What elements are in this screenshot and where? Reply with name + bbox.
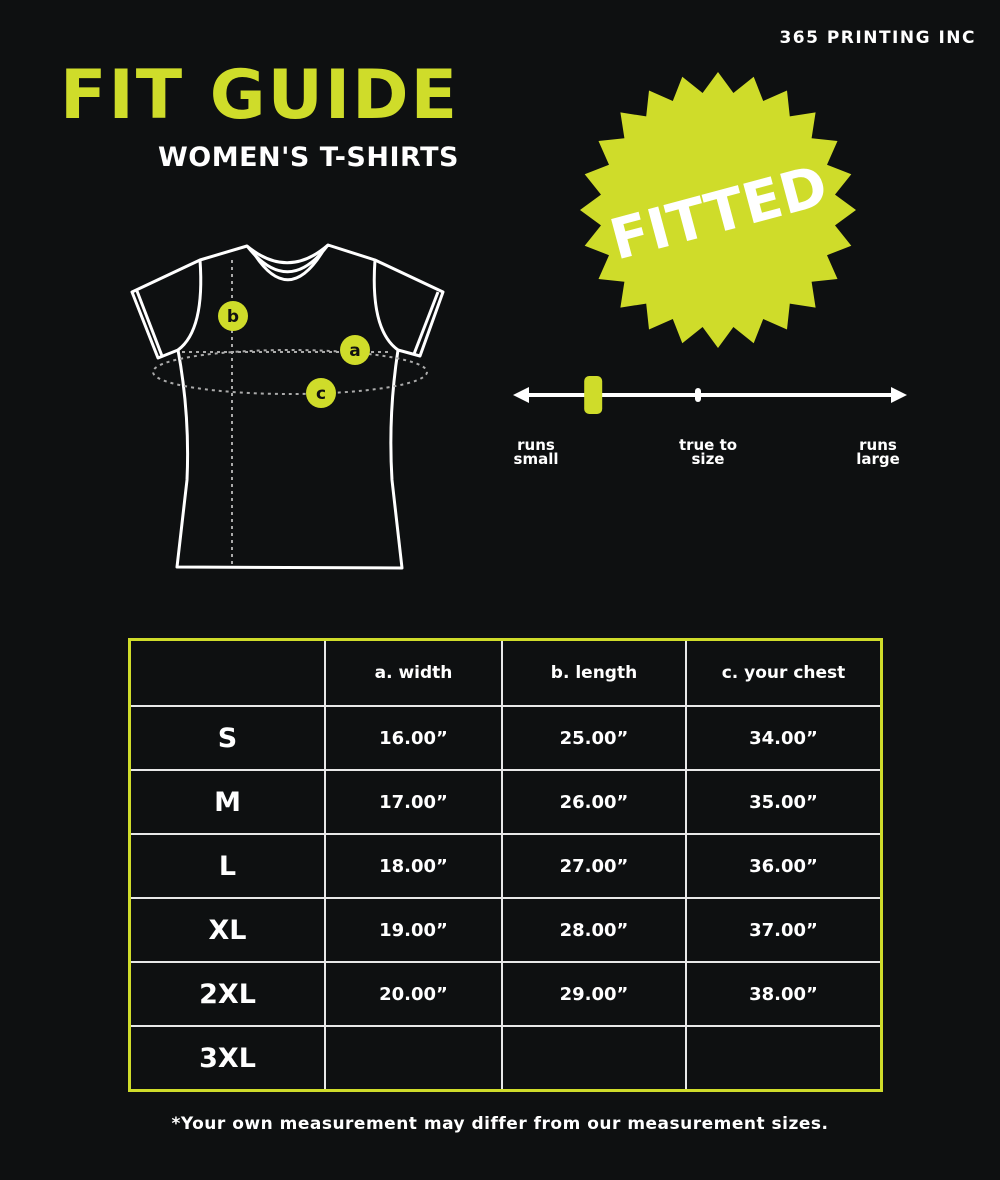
cell-width: 17.00” xyxy=(324,769,503,835)
cell-width: 18.00” xyxy=(324,833,503,899)
cell-length xyxy=(501,1025,687,1092)
cell-size: M xyxy=(128,769,326,835)
table-row: 3XL xyxy=(128,1025,883,1092)
cell-chest: 37.00” xyxy=(685,897,883,963)
cell-size: 3XL xyxy=(128,1025,326,1092)
label-runs-large: runs large xyxy=(856,436,900,468)
fit-scale xyxy=(513,376,907,414)
cell-length: 27.00” xyxy=(501,833,687,899)
cell-size: S xyxy=(128,705,326,771)
table-row: S 16.00” 25.00” 34.00” xyxy=(128,705,883,771)
table-row: L 18.00” 27.00” 36.00” xyxy=(128,833,883,899)
cell-length: 29.00” xyxy=(501,961,687,1027)
table-row: 2XL 20.00” 29.00” 38.00” xyxy=(128,961,883,1027)
header-width: a. width xyxy=(324,638,503,707)
cell-width: 16.00” xyxy=(324,705,503,771)
fitted-badge: FITTED xyxy=(580,72,856,348)
page-title: FIT GUIDE xyxy=(60,56,460,135)
page-subtitle: WOMEN'S T-SHIRTS xyxy=(158,142,459,173)
cell-length: 25.00” xyxy=(501,705,687,771)
cell-chest: 34.00” xyxy=(685,705,883,771)
svg-text:a: a xyxy=(349,341,360,361)
cell-width: 19.00” xyxy=(324,897,503,963)
cell-chest: 36.00” xyxy=(685,833,883,899)
cell-length: 28.00” xyxy=(501,897,687,963)
true-to-size-tick xyxy=(695,388,701,402)
table-row: M 17.00” 26.00” 35.00” xyxy=(128,769,883,835)
table-header-row: a. width b. length c. your chest xyxy=(128,638,883,707)
brand-name: 365 PRINTING INC xyxy=(779,28,976,48)
cell-size: 2XL xyxy=(128,961,326,1027)
svg-text:c: c xyxy=(316,384,326,404)
cell-chest xyxy=(685,1025,883,1092)
cell-width: 20.00” xyxy=(324,961,503,1027)
cell-size: L xyxy=(128,833,326,899)
marker-c: c xyxy=(306,378,336,408)
header-chest: c. your chest xyxy=(685,638,883,707)
tshirt-diagram: b a c xyxy=(130,243,445,570)
header-size xyxy=(128,638,326,707)
label-runs-small: runs small xyxy=(513,436,559,468)
svg-text:b: b xyxy=(227,307,239,327)
label-true-to-size: true to size xyxy=(678,436,738,468)
arrow-left-icon xyxy=(513,387,529,403)
marker-a: a xyxy=(340,335,370,365)
cell-chest: 35.00” xyxy=(685,769,883,835)
header-length: b. length xyxy=(501,638,687,707)
cell-chest: 38.00” xyxy=(685,961,883,1027)
cell-width xyxy=(324,1025,503,1092)
cell-length: 26.00” xyxy=(501,769,687,835)
fit-position-marker xyxy=(584,376,603,414)
size-table: a. width b. length c. your chest S 16.00”… xyxy=(128,638,883,1092)
marker-b: b xyxy=(218,301,248,331)
cell-size: XL xyxy=(128,897,326,963)
arrow-right-icon xyxy=(891,387,907,403)
footnote: *Your own measurement may differ from ou… xyxy=(171,1114,829,1134)
table-row: XL 19.00” 28.00” 37.00” xyxy=(128,897,883,963)
